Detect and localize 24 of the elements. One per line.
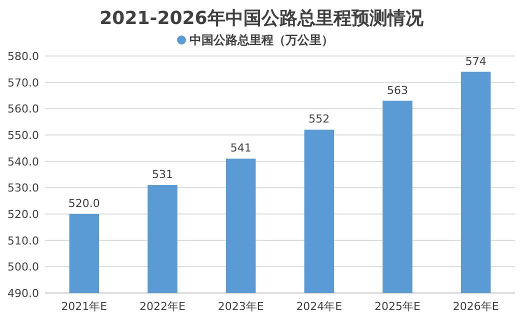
- data-label: 574: [465, 54, 486, 68]
- y-tick-label: 580.0: [8, 50, 39, 63]
- x-tick-label: 2023年E: [218, 300, 264, 313]
- x-tick-label: 2026年E: [452, 300, 499, 313]
- y-tick-label: 560.0: [8, 102, 39, 116]
- y-tick-label: 490.0: [8, 287, 39, 300]
- legend-label: 中国公路总里程（万公里）: [190, 33, 334, 47]
- x-tick-label: 2021年E: [61, 300, 108, 313]
- y-tick-label: 530.0: [8, 182, 39, 195]
- y-tick-label: 540.0: [8, 155, 39, 168]
- data-label: 541: [230, 142, 252, 155]
- y-tick-label: 550.0: [8, 129, 39, 142]
- x-tick-label: 2024年E: [296, 300, 342, 313]
- x-tick-label: 2022年E: [140, 300, 186, 313]
- y-tick-label: 510.0: [8, 234, 39, 248]
- chart-title: 2021-2026年中国公路总里程预测情况: [100, 8, 424, 29]
- data-label: 531: [152, 168, 173, 182]
- x-tick-label: 2025年E: [374, 300, 421, 313]
- y-tick-label: 570.0: [8, 76, 39, 90]
- y-tick-label: 520.0: [8, 208, 39, 221]
- data-label: 552: [308, 112, 330, 126]
- data-label: 563: [387, 84, 408, 97]
- y-tick-label: 500.0: [8, 260, 39, 274]
- data-label: 520.0: [68, 197, 100, 210]
